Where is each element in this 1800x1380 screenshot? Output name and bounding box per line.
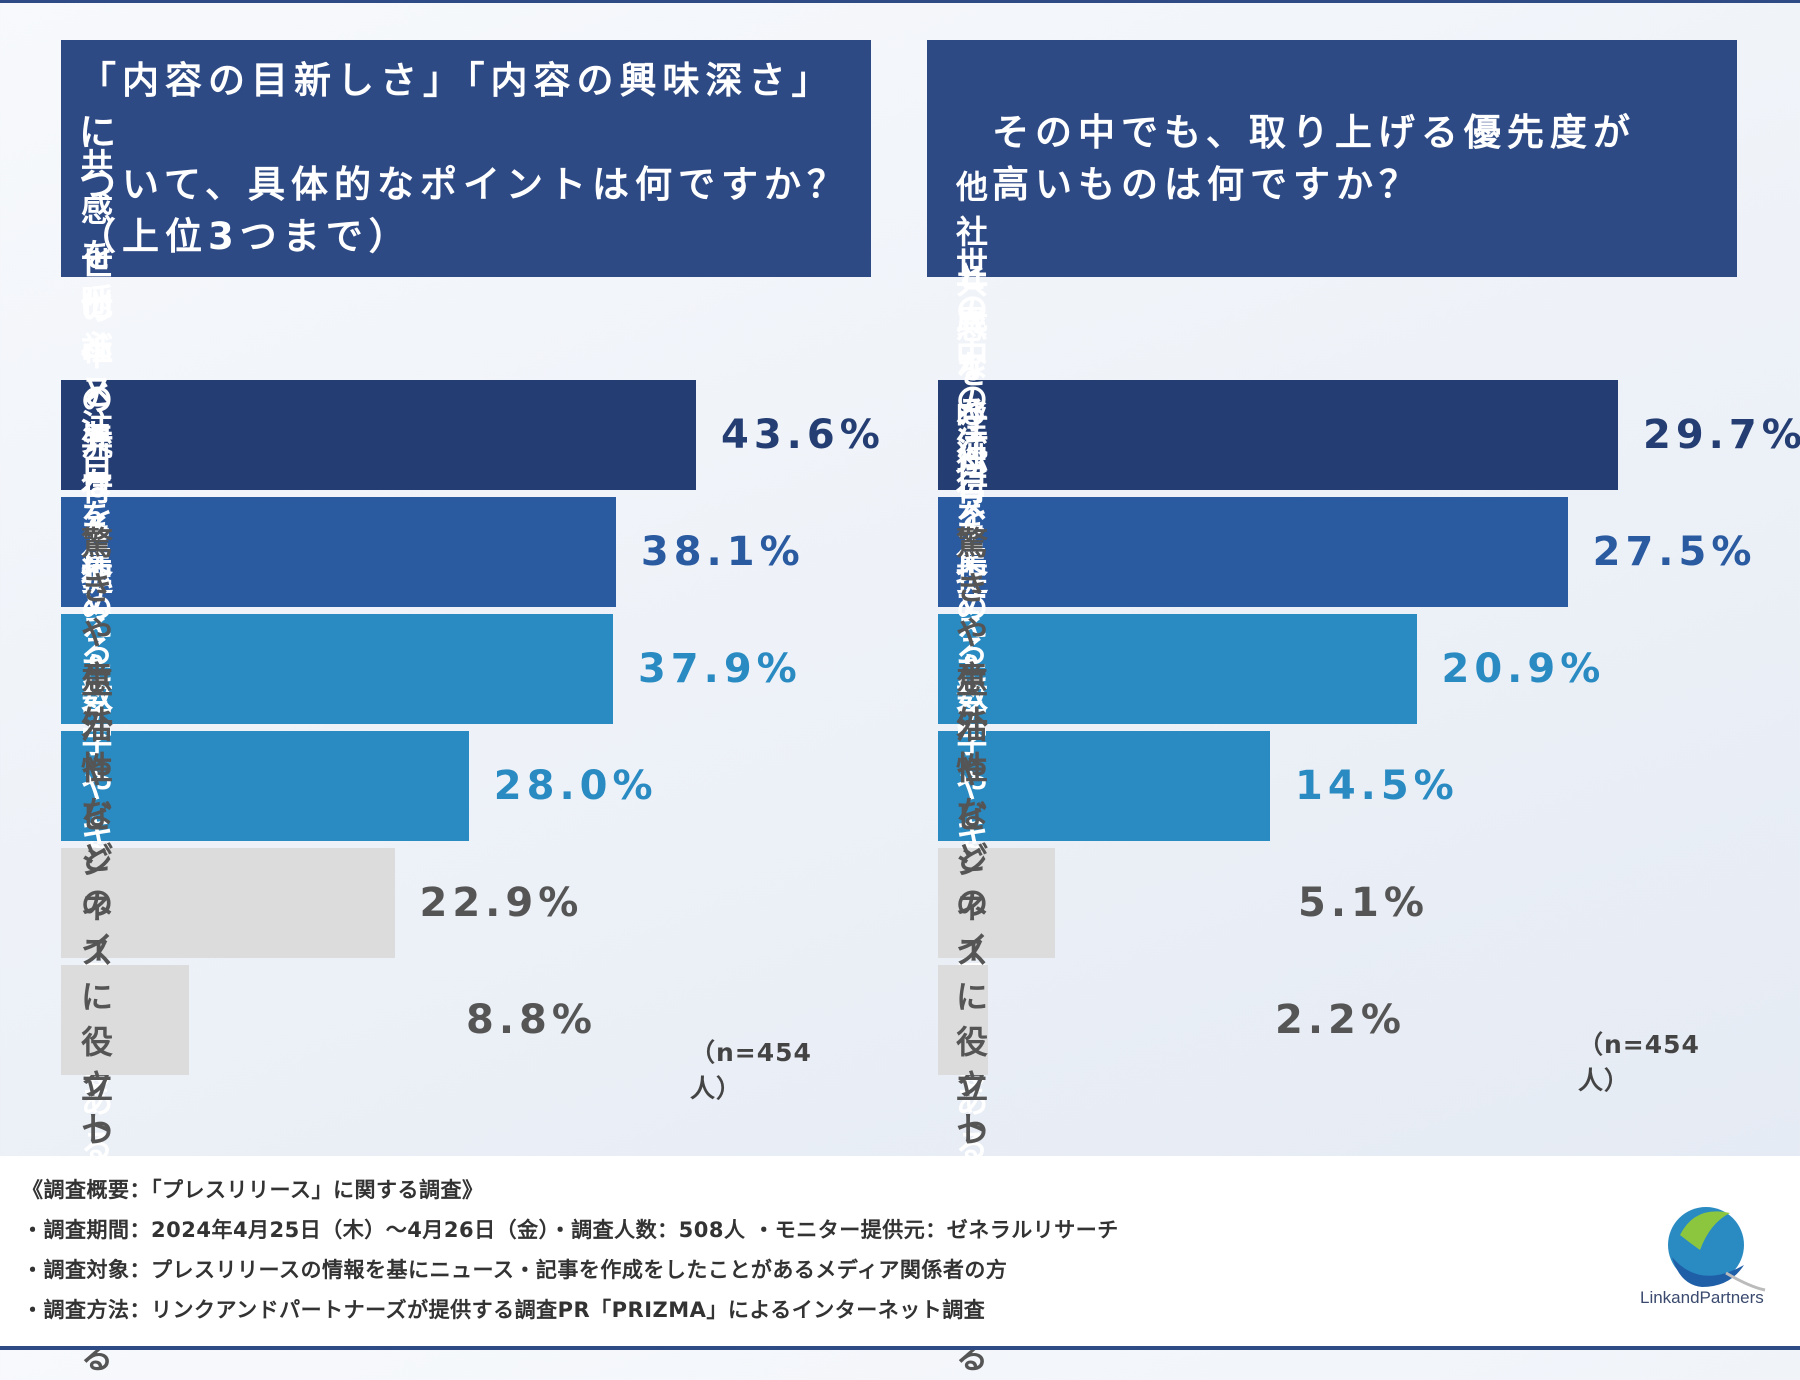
value-label-4: 28.0%	[493, 763, 658, 809]
top-border	[0, 0, 1800, 3]
value-label-5: 5.1%	[1298, 880, 1429, 926]
value-label-5: 22.9%	[419, 880, 584, 926]
value-label-6: 8.8%	[466, 997, 597, 1043]
bar-1	[938, 380, 1618, 490]
bar-label-6: 生活やビジネスに役立 つ情報がある	[81, 663, 119, 1376]
value-label-3: 37.9%	[637, 646, 802, 692]
survey-target: ・調査対象：プレスリリースの情報を基にニュース・記事を作成をしたことがあるメディ…	[22, 1258, 1008, 1282]
value-label-4: 14.5%	[1294, 763, 1459, 809]
value-label-3: 20.9%	[1441, 646, 1606, 692]
value-label-1: 43.6%	[721, 412, 885, 458]
question-left-text: 「内容の目新しさ」「内容の興味深さ」に ついて、具体的なポイントは何ですか？ （…	[79, 58, 851, 258]
bar-3	[61, 614, 613, 724]
question-box-right: その中でも、取り上げる優先度が 高いものは何ですか？	[927, 40, 1737, 277]
company-logo	[1668, 1207, 1766, 1292]
bar-2	[61, 497, 616, 607]
bar-1	[61, 380, 696, 490]
question-box-left: 「内容の目新しさ」「内容の興味深さ」に ついて、具体的なポイントは何ですか？ （…	[61, 40, 871, 277]
survey-title: 《調査概要：「プレスリリース」に関する調査》	[22, 1178, 484, 1202]
value-label-1: 29.7%	[1643, 412, 1800, 458]
bar-5	[61, 848, 395, 958]
survey-footer: 《調査概要：「プレスリリース」に関する調査》 ・調査期間：2024年4月25日（…	[0, 1156, 1800, 1350]
bar-6	[61, 965, 190, 1075]
bar-label-6: 生活やビジネスに 役立つ情報がある	[956, 663, 994, 1376]
survey-method: ・調査方法：リンクアンドパートナーズが提供する調査PR「PRIZMA」によるイン…	[22, 1298, 986, 1322]
survey-period: ・調査期間：2024年4月25日（木）〜4月26日（金）・調査人数：508人 ・…	[22, 1218, 1119, 1242]
bar-6	[938, 965, 989, 1075]
company-logo-text: LinkandPartners	[1640, 1288, 1764, 1307]
sample-size-note: （n=454人）	[1578, 1030, 1700, 1095]
bar-4	[938, 731, 1270, 841]
bar-4	[61, 731, 469, 841]
bar-3	[938, 614, 1417, 724]
value-label-2: 27.5%	[1592, 529, 1757, 575]
value-label-6: 2.2%	[1275, 997, 1406, 1043]
bar-5	[938, 848, 1055, 958]
sample-size-note: （n=454人）	[690, 1038, 812, 1103]
bar-2	[938, 497, 1568, 607]
value-label-2: 38.1%	[640, 529, 805, 575]
bottom-border	[0, 1346, 1800, 1350]
question-right-text: その中でも、取り上げる優先度が 高いものは何ですか？	[992, 110, 1636, 206]
